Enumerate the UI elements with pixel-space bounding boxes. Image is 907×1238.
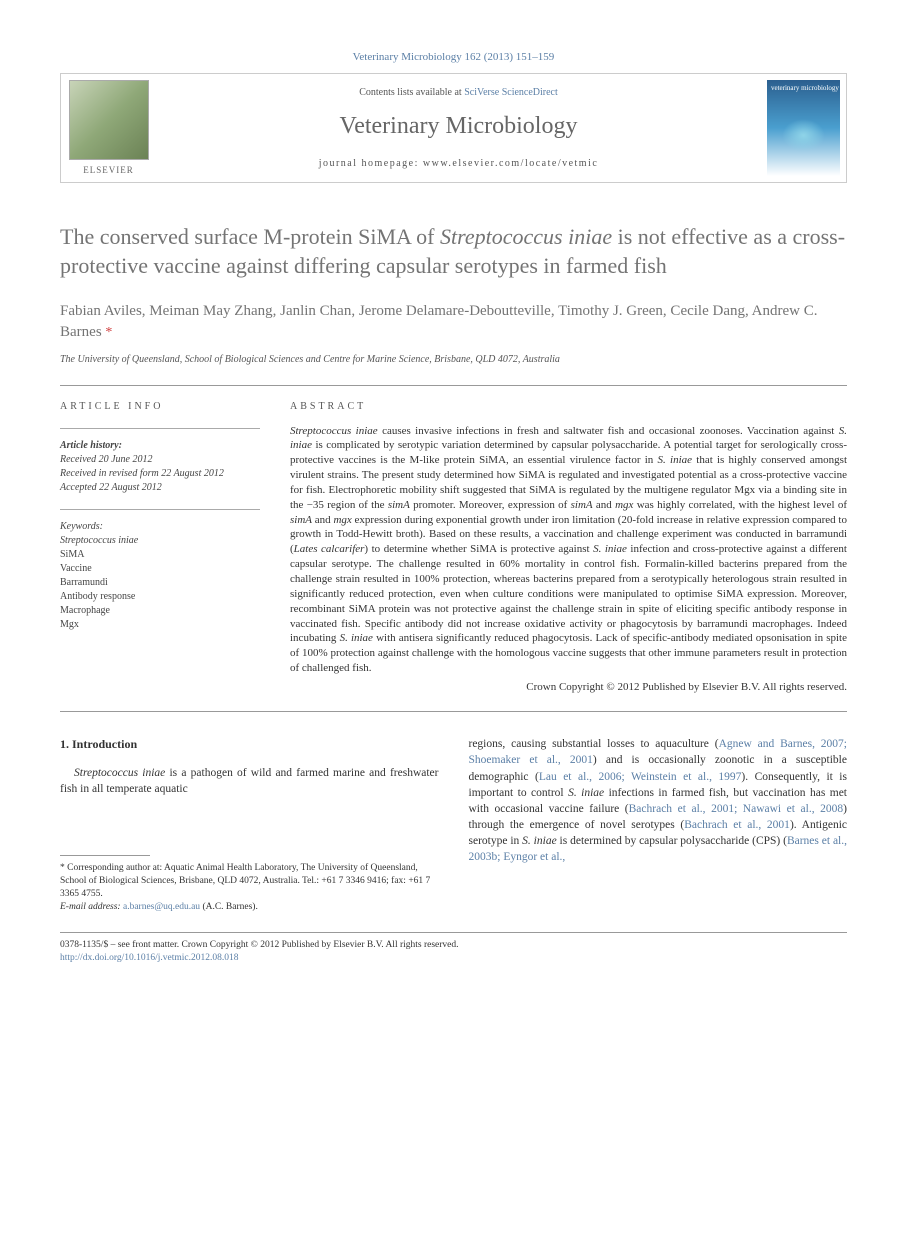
corresponding-author-footnote: * Corresponding author at: Aquatic Anima…: [60, 862, 439, 900]
keyword: Vaccine: [60, 562, 260, 576]
article-info-heading: ARTICLE INFO: [60, 400, 260, 414]
article-title: The conserved surface M-protein SiMA of …: [60, 223, 847, 280]
publisher-block: ELSEVIER: [61, 74, 156, 182]
keyword: Streptococcus iniae: [60, 534, 260, 548]
divider: [60, 385, 847, 386]
page-footer: 0378-1135/$ – see front matter. Crown Co…: [60, 939, 847, 966]
keyword: SiMA: [60, 548, 260, 562]
journal-homepage-line: journal homepage: www.elsevier.com/locat…: [319, 157, 599, 171]
footer-separator: [60, 932, 847, 933]
meta-divider: [60, 428, 260, 429]
journal-name: Veterinary Microbiology: [340, 110, 578, 144]
journal-cover-thumbnail: veterinary microbiology: [767, 80, 840, 176]
abstract-heading: ABSTRACT: [290, 400, 847, 414]
section-title: Introduction: [72, 737, 137, 751]
history-accepted: Accepted 22 August 2012: [60, 481, 260, 495]
body-paragraph: Streptococcus iniae is a pathogen of wil…: [60, 765, 439, 797]
keyword: Antibody response: [60, 590, 260, 604]
corresponding-author-mark: *: [105, 325, 112, 340]
keyword: Macrophage: [60, 604, 260, 618]
sciencedirect-link[interactable]: SciVerse ScienceDirect: [464, 87, 558, 98]
journal-banner: ELSEVIER Contents lists available at Sci…: [60, 73, 847, 183]
email-footnote: E-mail address: a.barnes@uq.edu.au (A.C.…: [60, 901, 439, 914]
divider: [60, 711, 847, 712]
elsevier-tree-image: [69, 80, 149, 159]
banner-center: Contents lists available at SciVerse Sci…: [156, 74, 761, 182]
abstract-text: Streptococcus iniae causes invasive infe…: [290, 424, 847, 676]
section-heading: 1. Introduction: [60, 736, 439, 753]
body-paragraph: regions, causing substantial losses to a…: [469, 736, 848, 865]
issn-copyright-line: 0378-1135/$ – see front matter. Crown Co…: [60, 939, 847, 952]
citation-header: Veterinary Microbiology 162 (2013) 151–1…: [60, 50, 847, 65]
section-number: 1.: [60, 737, 69, 751]
abstract-column: ABSTRACT Streptococcus iniae causes inva…: [290, 400, 847, 696]
contents-prefix: Contents lists available at: [359, 87, 464, 98]
email-suffix: (A.C. Barnes).: [200, 902, 258, 912]
author-email-link[interactable]: a.barnes@uq.edu.au: [123, 902, 200, 912]
doi-link[interactable]: http://dx.doi.org/10.1016/j.vetmic.2012.…: [60, 953, 238, 963]
author-list: Fabian Aviles, Meiman May Zhang, Janlin …: [60, 301, 847, 343]
keywords-block: Keywords: Streptococcus iniae SiMA Vacci…: [60, 520, 260, 632]
article-info-column: ARTICLE INFO Article history: Received 2…: [60, 400, 260, 696]
cover-thumbnail-wrap: veterinary microbiology: [761, 74, 846, 182]
history-received: Received 20 June 2012: [60, 453, 260, 467]
contents-available-line: Contents lists available at SciVerse Sci…: [359, 86, 558, 100]
keyword: Barramundi: [60, 576, 260, 590]
keyword: Mgx: [60, 618, 260, 632]
affiliation: The University of Queensland, School of …: [60, 353, 847, 367]
left-column: 1. Introduction Streptococcus iniae is a…: [60, 736, 439, 913]
right-column: regions, causing substantial losses to a…: [469, 736, 848, 913]
footnote-separator: [60, 855, 150, 856]
author-names: Fabian Aviles, Meiman May Zhang, Janlin …: [60, 303, 818, 340]
article-history-label: Article history:: [60, 439, 260, 453]
abstract-copyright: Crown Copyright © 2012 Published by Else…: [290, 680, 847, 695]
body-two-column: 1. Introduction Streptococcus iniae is a…: [60, 736, 847, 913]
homepage-url: www.elsevier.com/locate/vetmic: [423, 158, 598, 169]
history-revised: Received in revised form 22 August 2012: [60, 467, 260, 481]
cover-label: veterinary microbiology: [771, 84, 839, 94]
email-label: E-mail address:: [60, 902, 121, 912]
keywords-label: Keywords:: [60, 520, 260, 534]
meta-divider: [60, 509, 260, 510]
homepage-prefix: journal homepage:: [319, 158, 423, 169]
publisher-label: ELSEVIER: [83, 164, 134, 177]
